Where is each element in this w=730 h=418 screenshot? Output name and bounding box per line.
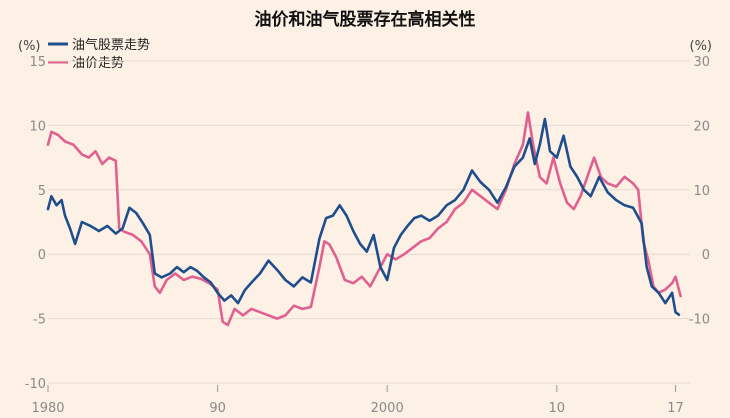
y-right-tick-label: 10 [693,184,710,199]
legend-label-stocks: 油气股票走势 [72,37,150,53]
series-line-oil-price [46,111,682,327]
legend: 油气股票走势 油价走势 [48,37,150,71]
x-tick-label: 90 [209,401,226,416]
series-line-oil-gas-stocks [46,117,681,316]
x-tick-label: 1980 [31,401,64,416]
axis-ticks: 15 10 5 0 -5 -10 30 20 10 0 -10 1980 90 2000 10 17 [25,55,710,416]
chart-title: 油价和油气股票存在高相关性 [255,9,476,30]
y-right-tick-label: 30 [693,55,710,70]
x-tick-label: 2000 [371,401,404,416]
y-left-tick-label: 0 [38,248,46,263]
y-left-tick-label: 10 [29,119,46,134]
left-axis-unit: (%) [18,39,41,54]
y-left-tick-label: 15 [29,55,46,70]
right-axis-unit: (%) [690,39,713,54]
legend-label-oil: 油价走势 [72,55,124,71]
y-right-tick-label: -10 [689,313,710,328]
x-tick-label: 17 [667,401,684,416]
grid [48,60,690,384]
series-lines [46,111,682,327]
y-left-tick-label: -5 [33,313,46,328]
y-left-tick-label: -10 [25,377,46,392]
x-tick-label: 10 [549,401,566,416]
y-right-tick-label: 0 [702,248,710,263]
y-left-tick-label: 5 [38,184,46,199]
y-right-tick-label: 20 [693,119,710,134]
